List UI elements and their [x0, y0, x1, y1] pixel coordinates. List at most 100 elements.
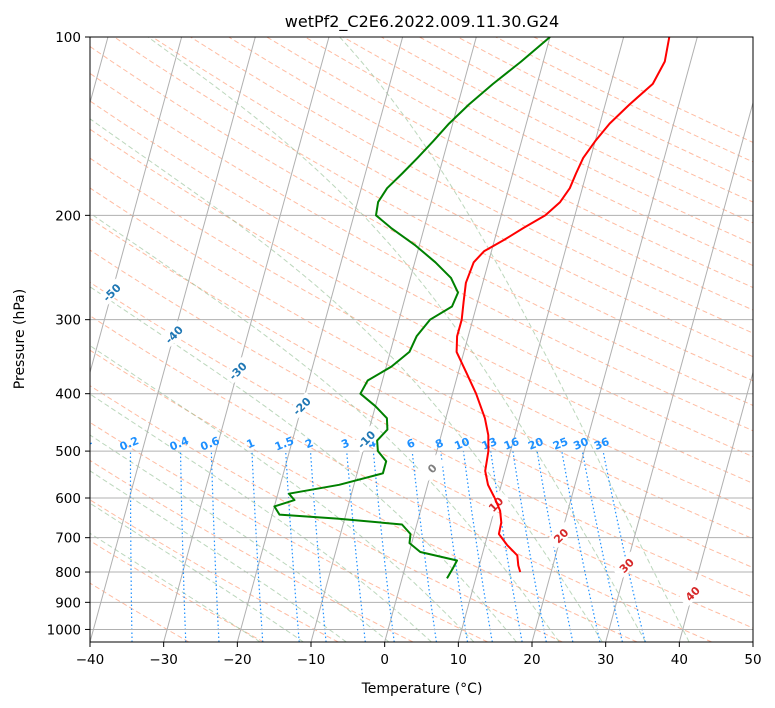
dry-adiabat [90, 217, 753, 569]
y-tick-label: 700 [55, 531, 81, 547]
y-tick-label: 300 [55, 313, 81, 329]
mixing-ratio-label: 16 [502, 435, 521, 453]
x-tick-label: 0 [380, 652, 389, 668]
isotherm-line [90, 37, 183, 375]
dry-adiabat [90, 499, 339, 642]
isotherm-line [236, 37, 404, 642]
isotherm-label-bg [0, 185, 3, 213]
dry-adiabat [457, 37, 753, 183]
dry-adiabat [90, 187, 753, 540]
dewpoint-profile [273, 37, 551, 579]
moist-adiabat [147, 37, 647, 642]
mixing-ratio-label: 36 [592, 435, 611, 453]
dry-adiabat [90, 459, 414, 642]
dry-adiabat [90, 582, 190, 642]
isotherm-label-bg [417, 454, 446, 482]
dry-adiabat [342, 37, 753, 245]
isotherm-line [310, 37, 477, 642]
mixing-ratio-line [581, 450, 623, 642]
mixing-ratio-label: 8 [433, 436, 445, 451]
isotherm-label-bg [287, 392, 316, 420]
moist-adiabat [339, 37, 690, 642]
mixing-ratio-label: 3 [339, 436, 351, 451]
moist-adiabat [90, 212, 560, 642]
moist-adiabat [90, 502, 304, 642]
dry-adiabat [90, 540, 264, 642]
mixing-ratio-line [512, 451, 547, 642]
moist-adiabat [90, 286, 517, 642]
dry-adiabat [90, 72, 753, 432]
mixing-ratio-line [251, 451, 264, 642]
y-tick-label: 200 [55, 208, 81, 224]
x-axis: −40 −30 −20 −10 0 10 20 30 40 50 [76, 642, 762, 668]
isotherm-line [752, 640, 753, 642]
mixing-ratio-line [309, 451, 327, 642]
dry-adiabat [152, 37, 753, 358]
dry-adiabat [90, 385, 563, 642]
dry-adiabat [90, 45, 753, 406]
dry-adiabat [266, 37, 753, 289]
isotherm-label-bg [481, 490, 510, 518]
isotherm-label-bg [678, 579, 707, 608]
isotherm-label: -60 [39, 238, 62, 261]
moist-adiabat [90, 393, 432, 642]
isotherm-line [531, 37, 698, 642]
plot-frame [89, 36, 754, 643]
dry-adiabat [228, 37, 753, 311]
mixing-ratio-label: 6 [405, 436, 417, 451]
dry-adiabat [90, 100, 753, 458]
y-axis-label: Pressure (hPa) [12, 289, 28, 389]
isotherm-line [678, 370, 753, 642]
mixing-ratio-label: 20 [526, 435, 545, 453]
y-tick-label: 800 [55, 565, 81, 581]
dry-adiabat [190, 37, 753, 334]
mixing-ratio-line [346, 451, 366, 642]
isotherm-label-bg [352, 425, 380, 453]
y-tick-label: 600 [55, 491, 81, 507]
mixing-ratio-line [561, 450, 601, 642]
mixing-ratio-line [411, 451, 437, 642]
mixing-ratio-label: 1 [245, 436, 257, 451]
mixing-ratio-line [285, 451, 300, 642]
y-axis: 100 200 300 400 500 600 700 800 900 1000 [47, 30, 90, 638]
dry-adiabat [90, 281, 753, 629]
x-tick-label: −20 [223, 652, 252, 668]
isotherm-line [605, 100, 753, 642]
dry-adiabat [381, 37, 753, 224]
mixing-ratio-line [372, 451, 395, 642]
y-tick-label: 100 [55, 30, 81, 46]
dry-adiabat [90, 157, 753, 512]
mixing-ratio-label: 10 [453, 435, 472, 453]
isotherm-line [384, 37, 551, 642]
moist-adiabat [90, 118, 603, 642]
y-tick-label: 400 [55, 387, 81, 403]
temperature-profile [455, 37, 671, 573]
y-tick-label: 500 [55, 444, 81, 460]
mixing-ratio-label: 13 [480, 435, 499, 453]
moist-adiabat [90, 470, 347, 642]
isotherm-label-bg [546, 521, 575, 550]
x-tick-label: 50 [744, 652, 761, 668]
chart-title: wetPf2_C2E6.2022.009.11.30.G24 [285, 12, 559, 32]
plot-area: 0.10.20.40.611.52346810131620253036-100-… [0, 36, 754, 643]
isotherm-label-bg [159, 320, 188, 349]
dry-adiabat [90, 249, 753, 598]
x-tick-label: 10 [450, 652, 467, 668]
isotherm-label-bg [97, 278, 126, 307]
x-tick-label: −10 [297, 652, 326, 668]
isotherm-label-bg [612, 551, 641, 579]
isotherm-label-bg [36, 235, 64, 263]
moist-adiabat [90, 434, 390, 642]
isotherm-line [163, 37, 330, 642]
dry-adiabat [90, 315, 712, 642]
x-tick-label: 20 [523, 652, 540, 668]
mixing-ratio-line [536, 450, 574, 642]
moist-adiabat [90, 345, 475, 642]
plot-background-lines: 0.10.20.40.611.52346810131620253036-100-… [0, 37, 753, 642]
dry-adiabat [533, 37, 753, 143]
mixing-ratio-label: 2 [303, 436, 315, 451]
x-tick-label: 40 [671, 652, 688, 668]
y-tick-label: 1000 [47, 622, 81, 638]
mixing-ratio-label: 0.4 [168, 434, 191, 453]
